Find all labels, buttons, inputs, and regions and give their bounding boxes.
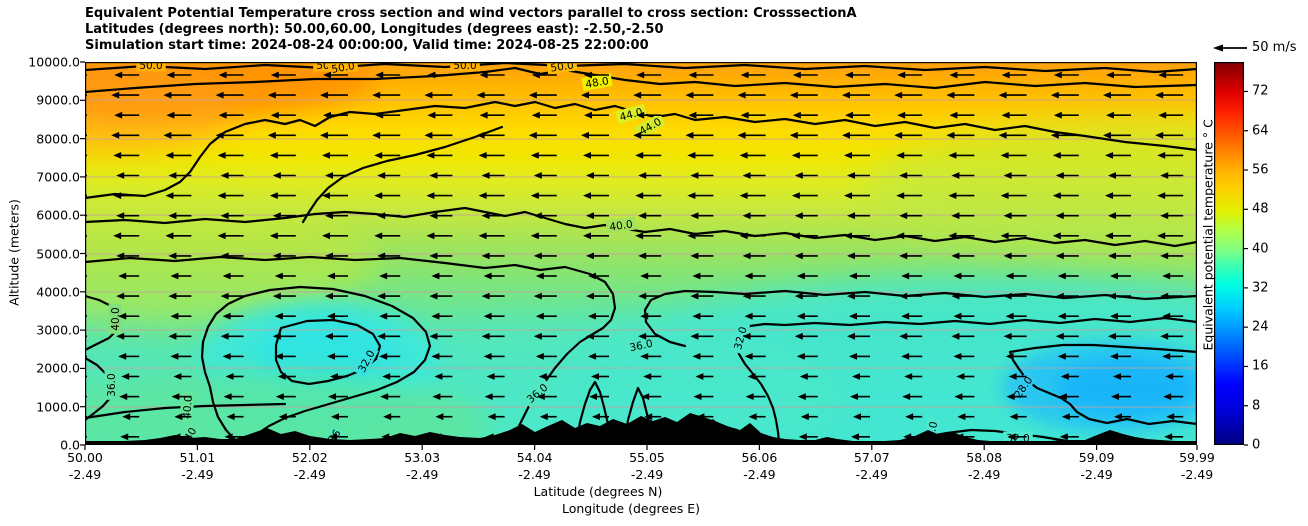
x-tick-longitude: -2.49 bbox=[518, 467, 551, 482]
x-tick-latitude: 56.06 bbox=[741, 450, 778, 465]
x-tick-latitude: 53.03 bbox=[404, 450, 441, 465]
svg-text:50.0: 50.0 bbox=[331, 62, 356, 76]
plot-area: 50.050.050.050.050.048.044.044.040.040.0… bbox=[85, 62, 1197, 445]
x-tick-longitude: -2.49 bbox=[968, 467, 1001, 482]
contour-label: 40.0 bbox=[179, 391, 195, 423]
y-tick-label: 10000.0 bbox=[28, 54, 80, 70]
y-tick-label: 3000.0 bbox=[36, 322, 80, 338]
x-tick-longitude: -2.49 bbox=[630, 467, 664, 482]
chart-subtitle-time: Simulation start time: 2024-08-24 00:00:… bbox=[85, 38, 649, 53]
y-tick-label: 7000.0 bbox=[36, 169, 80, 185]
contour-label: 48.0 bbox=[581, 73, 613, 91]
x-tick-longitude: -2.49 bbox=[293, 467, 326, 482]
x-tick-longitude: -2.49 bbox=[1080, 467, 1113, 482]
x-tick-longitude: -2.49 bbox=[68, 467, 102, 482]
svg-text:40.0: 40.0 bbox=[181, 395, 195, 419]
x-axis-label-latitude: Latitude (degrees N) bbox=[533, 484, 663, 499]
y-tick-label: 1000.0 bbox=[36, 399, 80, 415]
contour-label: 40.0 bbox=[108, 304, 122, 334]
contour-label: 40.0 bbox=[605, 216, 637, 234]
colorbar-tick-label: 48 bbox=[1252, 201, 1269, 217]
cross-section-plot: 50.050.050.050.050.048.044.044.040.040.0… bbox=[85, 62, 1197, 445]
wind-vectors bbox=[85, 71, 1184, 441]
contour-label: 50.0 bbox=[450, 62, 480, 72]
x-tick-latitude: 59.09 bbox=[1078, 450, 1115, 465]
svg-text:50.0: 50.0 bbox=[550, 62, 575, 75]
contour-label: 36.0 bbox=[104, 370, 118, 400]
colorbar-tick-label: 56 bbox=[1252, 162, 1269, 178]
svg-text:50.0: 50.0 bbox=[453, 62, 476, 72]
y-tick-label: 2000.0 bbox=[36, 360, 80, 376]
chart-title: Equivalent Potential Temperature cross s… bbox=[85, 6, 857, 21]
y-tick-label: 5000.0 bbox=[36, 246, 80, 261]
x-tick-latitude: 50.00 bbox=[67, 450, 103, 465]
quiver-key-arrow-icon bbox=[1213, 44, 1247, 52]
contour-label: 50.0 bbox=[546, 62, 578, 75]
x-tick-latitude: 51.01 bbox=[179, 450, 216, 465]
x-tick-latitude: 57.07 bbox=[853, 450, 890, 465]
colorbar-tick-label: 32 bbox=[1252, 280, 1269, 296]
svg-text:48.0: 48.0 bbox=[585, 75, 610, 91]
x-tick-latitude: 58.08 bbox=[966, 450, 1003, 465]
terrain-silhouette bbox=[85, 413, 1197, 445]
x-tick-longitude: -2.49 bbox=[406, 467, 439, 482]
chart-subtitle-latlon: Latitudes (degrees north): 50.00,60.00, … bbox=[85, 22, 664, 37]
colorbar-tick-label: 24 bbox=[1252, 319, 1269, 335]
x-tick-longitude: -2.49 bbox=[181, 467, 214, 482]
svg-text:50.0: 50.0 bbox=[139, 62, 162, 72]
colorbar bbox=[1214, 62, 1248, 446]
colorbar-tick-label: 72 bbox=[1252, 83, 1269, 99]
colorbar-tick-label: 64 bbox=[1252, 123, 1269, 139]
svg-text:40.0: 40.0 bbox=[609, 218, 634, 233]
y-tick-label: 9000.0 bbox=[36, 92, 80, 108]
svg-text:36.0: 36.0 bbox=[629, 338, 654, 355]
colorbar-tick-label: 0 bbox=[1252, 437, 1261, 453]
colorbar-label: Equivalent potential temperature ° C bbox=[1200, 119, 1216, 351]
x-tick-latitude: 55.05 bbox=[629, 450, 665, 465]
x-axis-label-longitude: Longitude (degrees E) bbox=[561, 501, 701, 516]
svg-text:36.0: 36.0 bbox=[106, 373, 118, 396]
x-tick-latitude: 59.99 bbox=[1179, 450, 1215, 465]
quiver-key-label: 50 m/s bbox=[1252, 40, 1297, 55]
colorbar-tick-label: 40 bbox=[1252, 241, 1269, 257]
y-tick-label: 0.0 bbox=[60, 437, 80, 453]
svg-text:44.0: 44.0 bbox=[618, 106, 644, 124]
x-tick-latitude: 52.02 bbox=[291, 450, 328, 465]
x-tick-latitude: 54.04 bbox=[516, 450, 553, 465]
y-tick-label: 8000.0 bbox=[36, 131, 80, 147]
contour-label: 36.0 bbox=[625, 335, 657, 355]
svg-text:40.0: 40.0 bbox=[110, 307, 122, 330]
contour-label: 32.0 bbox=[729, 322, 751, 354]
y-tick-label: 4000.0 bbox=[36, 284, 80, 300]
x-tick-longitude: -2.49 bbox=[743, 467, 776, 482]
y-tick-label: 6000.0 bbox=[36, 207, 80, 223]
x-tick-longitude: -2.49 bbox=[855, 467, 888, 482]
contour-label: 50.0 bbox=[136, 62, 166, 72]
contour-label: 44.0 bbox=[615, 103, 647, 125]
colorbar-tick-label: 16 bbox=[1252, 358, 1269, 374]
svg-text:32.0: 32.0 bbox=[732, 325, 750, 351]
colorbar-tick-label: 8 bbox=[1252, 398, 1261, 414]
x-tick-longitude: -2.49 bbox=[1180, 467, 1214, 482]
